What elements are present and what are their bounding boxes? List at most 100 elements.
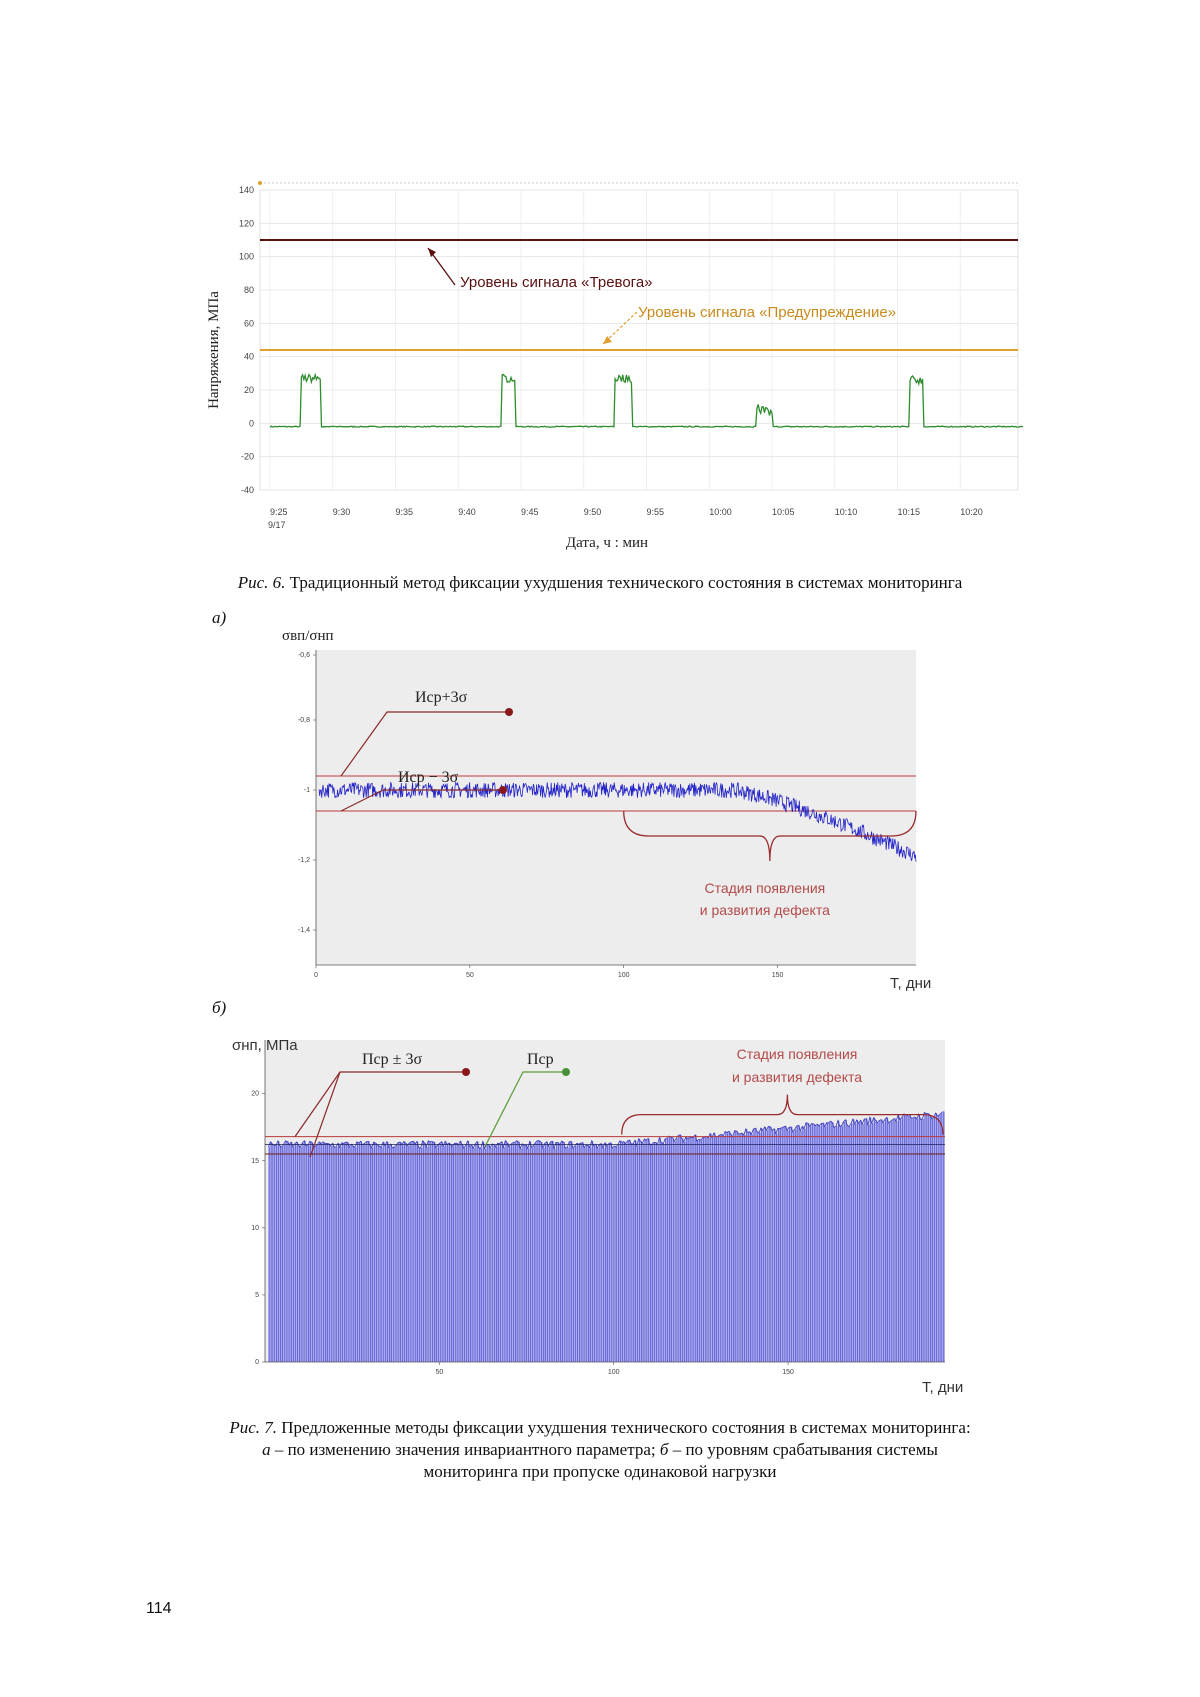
fig7b-bar — [656, 1142, 657, 1362]
fig6-xtick-label: 9:50 — [584, 507, 602, 517]
fig7b-bar — [477, 1142, 478, 1362]
fig7b-bar — [353, 1146, 354, 1362]
fig7b-bar — [404, 1142, 405, 1363]
fig7b-bar — [727, 1132, 728, 1362]
fig7b-bar — [814, 1124, 815, 1362]
fig7b-bar — [473, 1148, 474, 1362]
fig7a-ytick-label: -0,8 — [298, 717, 310, 724]
fig7b-bar — [819, 1126, 820, 1362]
fig7b-bar — [453, 1146, 454, 1362]
fig7b-bar — [885, 1119, 886, 1362]
fig7b-bar — [426, 1147, 427, 1362]
fig7b-bar — [680, 1135, 681, 1362]
fig7b-bar — [609, 1144, 610, 1362]
fig7b-bar — [720, 1135, 721, 1362]
fig7b-bar — [428, 1141, 429, 1362]
fig7b-bar — [584, 1147, 585, 1362]
fig7b-bar — [671, 1137, 672, 1362]
fig7b-bar — [299, 1146, 300, 1362]
fig7b-bar — [601, 1144, 602, 1362]
fig7b-bar — [417, 1142, 418, 1363]
fig7b-bar — [735, 1131, 736, 1362]
fig7b-bar — [639, 1139, 640, 1362]
fig7b-y-label: σнп, МПа — [232, 1037, 298, 1054]
fig7b-bar — [686, 1137, 687, 1362]
fig7b-bar — [708, 1138, 709, 1362]
fig7b-bar — [697, 1141, 698, 1362]
fig7b-bar — [588, 1145, 589, 1362]
fig7b-bar — [376, 1143, 377, 1362]
fig7b-bar — [573, 1148, 574, 1362]
fig7b-bar — [802, 1126, 803, 1362]
fig7b-bar — [359, 1143, 360, 1362]
fig7b-bar — [780, 1129, 781, 1363]
fig7a-ytick-label: -1,4 — [298, 927, 310, 934]
fig7b-bar — [535, 1143, 536, 1362]
fig7b-bar — [438, 1145, 439, 1362]
fig7b-bar — [471, 1145, 472, 1362]
fig7b-bar — [406, 1143, 407, 1362]
fig7b-bar — [904, 1114, 905, 1362]
fig7b-bar — [847, 1126, 848, 1363]
fig7b-ytick-label: 5 — [255, 1292, 259, 1299]
fig7b-bar — [810, 1127, 811, 1363]
fig7b-bar — [631, 1144, 632, 1362]
fig7b-bar — [332, 1143, 333, 1362]
fig7b-bar — [402, 1145, 403, 1362]
fig7b-bar — [503, 1147, 504, 1362]
fig7-caption-line2-b: – по уровням срабатывания системы — [668, 1440, 937, 1459]
fig7b-bar — [391, 1144, 392, 1362]
fig7b-bar — [785, 1126, 786, 1362]
fig7b-bar — [586, 1145, 587, 1362]
fig7b-bar — [770, 1127, 771, 1362]
fig7b-bar — [423, 1141, 424, 1362]
fig7b-bar — [539, 1141, 540, 1362]
fig7b-bar — [838, 1121, 839, 1363]
fig7b-bar — [325, 1144, 326, 1363]
fig7a-xtick-label: 150 — [772, 972, 784, 979]
fig7b-bar — [381, 1148, 382, 1363]
fig7b-bar — [629, 1140, 630, 1362]
fig7b-band-marker — [462, 1068, 470, 1076]
fig7b-mean-marker — [562, 1068, 570, 1076]
fig7b-bar — [736, 1131, 737, 1362]
fig7b-bar — [644, 1139, 645, 1362]
fig7b-bar — [716, 1137, 717, 1362]
fig7b-bar — [494, 1145, 495, 1363]
fig7b-bar — [800, 1131, 801, 1362]
fig7b-bar — [351, 1144, 352, 1362]
fig7b-bar — [460, 1141, 461, 1362]
fig7b-bar — [851, 1124, 852, 1363]
fig7b-bar — [924, 1113, 925, 1362]
fig7b-bar — [530, 1142, 531, 1363]
fig7b-bar — [569, 1142, 570, 1362]
fig7b-bar — [939, 1115, 940, 1362]
fig7b-bar — [718, 1136, 719, 1362]
fig7a-xtick-label: 100 — [618, 972, 630, 979]
fig7b-bar — [787, 1130, 788, 1362]
fig7b-bar — [462, 1145, 463, 1363]
fig7b-bar — [577, 1143, 578, 1362]
fig7b-bar — [812, 1124, 813, 1362]
fig7b-bar — [321, 1144, 322, 1362]
fig7b-bar — [778, 1128, 779, 1362]
fig7b-bar — [430, 1142, 431, 1362]
fig7b-bar — [329, 1144, 330, 1362]
fig6-ytick-label: 100 — [239, 252, 254, 262]
fig7b-bar — [338, 1143, 339, 1362]
fig7b-bar — [562, 1141, 563, 1362]
fig7b-ytick-label: 15 — [251, 1158, 259, 1165]
fig7b-bar — [545, 1144, 546, 1363]
fig7b-bar — [385, 1146, 386, 1362]
fig7b-bar — [449, 1143, 450, 1362]
fig7b-bar — [342, 1143, 343, 1362]
fig7b-bar — [466, 1145, 467, 1362]
fig7b-bar — [684, 1142, 685, 1362]
fig7b-bar — [597, 1148, 598, 1362]
fig7b-bar — [492, 1144, 493, 1362]
fig7b-bar — [300, 1147, 301, 1362]
fig7b-bar — [637, 1146, 638, 1362]
fig7a-lower-label: Иср − 3σ — [398, 769, 459, 786]
fig7b-bar — [611, 1143, 612, 1362]
fig7b-bar — [763, 1131, 764, 1362]
